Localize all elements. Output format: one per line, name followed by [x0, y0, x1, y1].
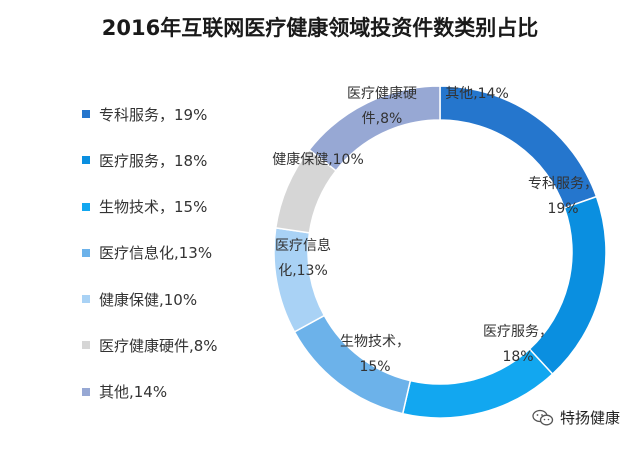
- watermark-label: 特扬健康: [559, 409, 620, 427]
- chart-title: 2016年互联网医疗健康领域投资件数类别占比: [101, 16, 539, 40]
- legend-swatch: [82, 202, 90, 211]
- legend-label: 医疗信息化,13%: [99, 244, 213, 263]
- watermark: 特扬健康: [532, 407, 620, 428]
- chart-legend: 专科服务，19% 医疗服务，18% 生物技术，15% 医疗信息化,13% 健康保健,10…: [82, 103, 218, 427]
- slice-label-7: 其他,14%: [445, 86, 509, 102]
- legend-label: 其他,14%: [99, 383, 168, 402]
- slice-label-5: 健康保健,10%: [272, 151, 364, 168]
- legend-swatch: [82, 248, 90, 257]
- slice-label-2: 医疗服务， 18%: [483, 324, 553, 365]
- slice-label-1: 专科服务， 19%: [528, 176, 598, 217]
- legend-swatch: [82, 341, 90, 350]
- legend-label: 医疗服务，18%: [99, 151, 208, 170]
- slice-label-6: 医疗健康硬件,8%: [347, 85, 417, 127]
- legend-swatch: [82, 387, 90, 396]
- legend-item-7: 其他,14%: [82, 381, 218, 403]
- legend-item-4: 医疗信息化,13%: [82, 242, 218, 264]
- slice-label-4: 医疗信息化,13%: [275, 237, 331, 279]
- legend-item-1: 专科服务，19%: [82, 103, 218, 125]
- legend-item-3: 生物技术，15%: [82, 196, 218, 218]
- donut-slice-4: [293, 314, 412, 415]
- donut-slice-2: [528, 195, 607, 376]
- legend-label: 医疗健康硬件,8%: [99, 336, 218, 355]
- slice-label-3: 生物技术， 15%: [340, 334, 410, 375]
- donut-slice-7: [308, 85, 441, 172]
- wechat-icon: [532, 409, 554, 425]
- legend-item-5: 健康保健,10%: [82, 288, 218, 310]
- legend-swatch: [82, 295, 90, 304]
- legend-swatch: [82, 156, 90, 165]
- legend-label: 生物技术，15%: [99, 198, 208, 217]
- legend-item-2: 医疗服务，18%: [82, 149, 218, 171]
- legend-label: 专科服务，19%: [99, 105, 208, 124]
- legend-swatch: [82, 110, 90, 118]
- legend-item-6: 医疗健康硬件,8%: [82, 334, 218, 356]
- legend-label: 健康保健,10%: [99, 290, 198, 309]
